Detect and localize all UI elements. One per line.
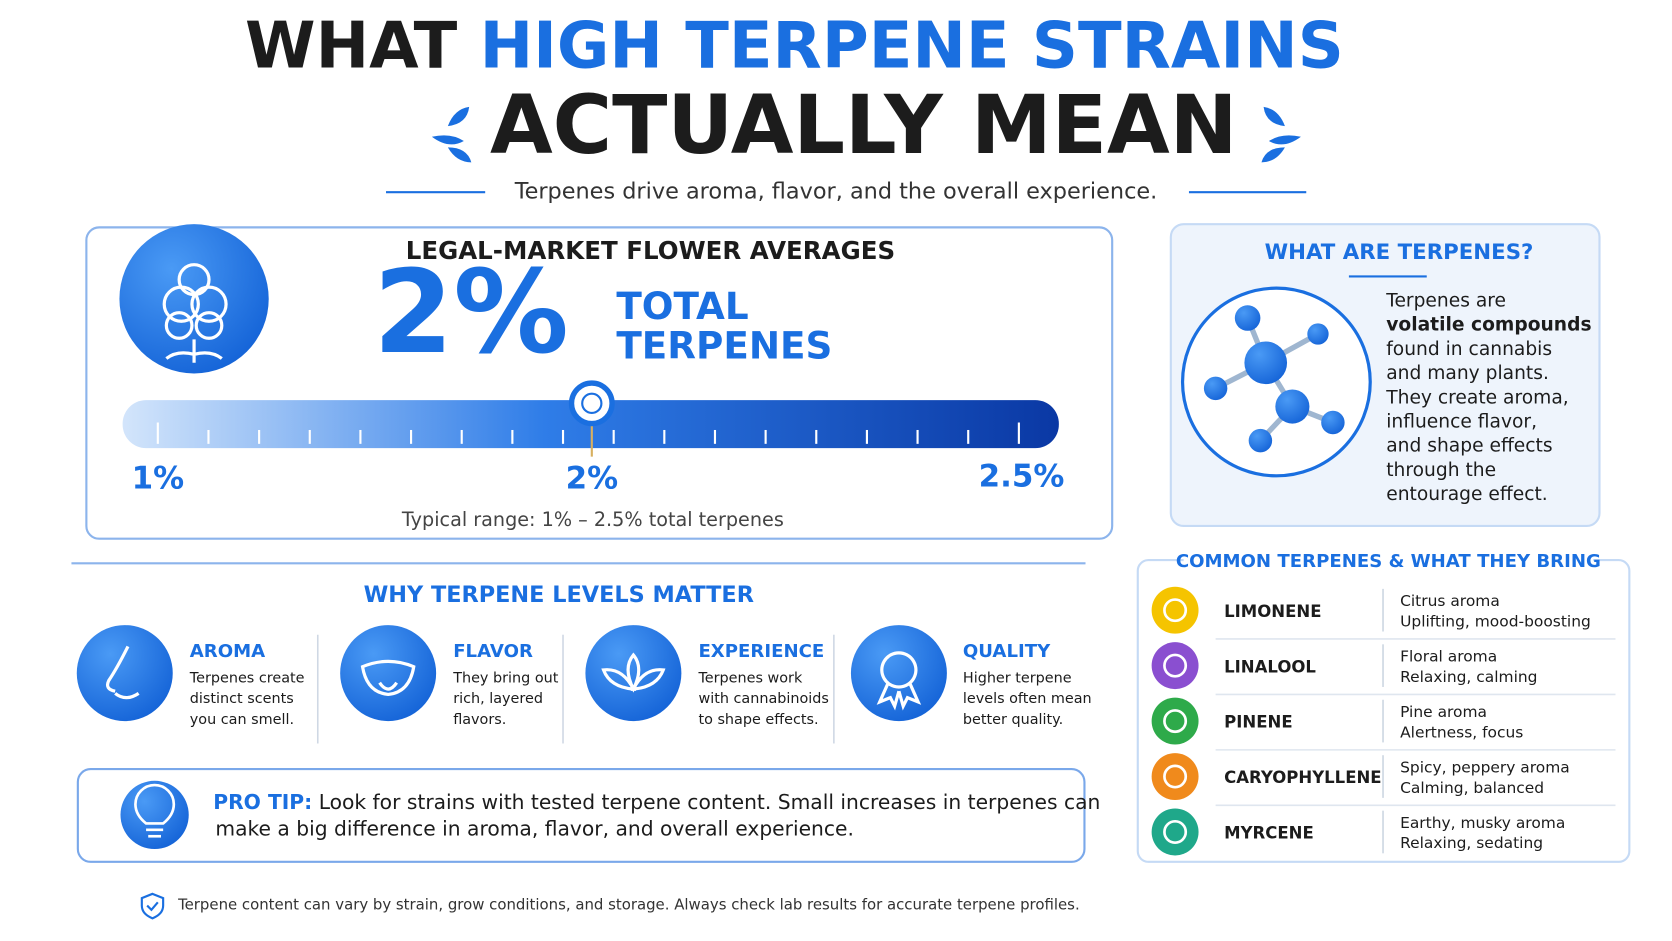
what-are-line: through the: [1386, 460, 1496, 481]
what-are-line: Terpenes are: [1385, 290, 1506, 311]
why-icon: [850, 625, 947, 722]
why-items: AROMA Terpenes create distinct scents you c…: [76, 625, 1092, 744]
why-text: with cannabinoids: [698, 691, 828, 707]
what-are-line: volatile compounds: [1386, 315, 1591, 336]
why-text: rich, layered: [453, 691, 543, 707]
why-title: QUALITY: [963, 641, 1051, 662]
terpene-name: LINALOOL: [1224, 657, 1316, 676]
leaf-decoration: [431, 106, 1301, 163]
what-are-text: Terpenes are volatile compounds found in c…: [1385, 290, 1591, 505]
terpene-icon: [1151, 808, 1199, 856]
why-text: to shape effects.: [698, 712, 818, 728]
pro-tip-text: Look for strains with tested terpene con…: [319, 790, 1101, 814]
what-are-line: and shape effects: [1386, 436, 1552, 457]
terpene-effect: Alertness, focus: [1400, 723, 1523, 741]
terpene-aroma: Floral aroma: [1400, 648, 1497, 666]
what-are-line: influence flavor,: [1386, 411, 1537, 432]
flower-icon-glyph: [162, 263, 228, 363]
terpene-effect: Calming, balanced: [1400, 779, 1544, 797]
average-value: 2%: [373, 246, 569, 380]
range-marker-inner: [581, 392, 603, 414]
pro-tip-line: PRO TIP: Look for strains with tested te…: [213, 790, 1100, 814]
terpene-effect: Relaxing, sedating: [1400, 834, 1543, 852]
average-label: TOTAL: [616, 284, 748, 328]
bulb-icon: [120, 780, 189, 850]
averages-heading: LEGAL-MARKET FLOWER AVERAGES: [406, 236, 895, 265]
heading-backdrop: [1183, 548, 1594, 574]
terpene-rows: LIMONENE Citrus aroma Uplifting, mood-boos…: [1151, 586, 1616, 856]
scale-label: 2.5%: [979, 458, 1065, 494]
terpene-name: PINENE: [1224, 713, 1292, 732]
terpene-aroma: Earthy, musky aroma: [1400, 814, 1565, 832]
why-text: They bring out: [452, 670, 559, 686]
title-part: WHAT: [245, 9, 458, 83]
what-are-line: and many plants.: [1386, 363, 1549, 384]
terpene-aroma: Citrus aroma: [1400, 592, 1500, 610]
why-text: Higher terpene: [963, 670, 1072, 686]
average-label: TERPENES: [616, 323, 832, 367]
terpene-icon: [1151, 697, 1199, 745]
why-text: you can smell.: [190, 712, 294, 728]
pro-tip-card: [76, 768, 1086, 863]
title-highlight: HIGH TERPENE STRAINS: [480, 9, 1344, 83]
terpene-effect: Relaxing, calming: [1400, 668, 1537, 686]
terpene-icon-glyph: [1163, 598, 1188, 623]
why-title: AROMA: [190, 641, 265, 662]
pro-tip-line: make a big difference in aroma, flavor, …: [215, 816, 854, 840]
molecule: [1203, 305, 1345, 453]
range-ticks: [156, 422, 1020, 444]
subtitle: Terpenes drive aroma, flavor, and the ov…: [514, 179, 1158, 205]
what-are-line: entourage effect.: [1386, 484, 1548, 505]
why-icon: [585, 625, 682, 722]
footer-note: Terpene content can vary by strain, grow…: [177, 896, 1080, 914]
why-icon-glyph: [601, 652, 666, 693]
why-text: Terpenes create: [189, 670, 305, 686]
pro-tip-label: PRO TIP:: [213, 790, 312, 814]
why-heading: WHY TERPENE LEVELS MATTER: [364, 582, 754, 608]
terpene-icon-glyph: [1163, 764, 1188, 789]
common-heading: COMMON TERPENES & WHAT THEY BRING: [1176, 551, 1601, 572]
why-title: EXPERIENCE: [698, 641, 824, 662]
why-text: Terpenes work: [697, 670, 803, 686]
why-icon-glyph: [360, 659, 416, 697]
scale-label: 1%: [132, 461, 184, 497]
why-icon-glyph: [105, 645, 140, 700]
why-title: FLAVOR: [453, 641, 533, 662]
why-text: levels often mean: [963, 691, 1092, 707]
shield-check: [146, 901, 159, 912]
range-note: Typical range: 1% – 2.5% total terpenes: [401, 508, 784, 531]
title-line-2: ACTUALLY MEAN: [490, 79, 1238, 173]
terpene-name: MYRCENE: [1224, 824, 1314, 843]
why-text: distinct scents: [190, 691, 294, 707]
why-text: flavors.: [453, 712, 506, 728]
terpene-icon: [1151, 642, 1199, 690]
terpene-name: LIMONENE: [1224, 602, 1321, 621]
bulb-glyph: [134, 783, 176, 838]
terpene-effect: Uplifting, mood-boosting: [1400, 612, 1591, 630]
terpene-icon-glyph: [1163, 653, 1188, 678]
shield-icon: [140, 892, 165, 920]
terpene-icon: [1151, 586, 1199, 634]
why-icon-glyph: [876, 651, 922, 711]
terpene-icon-glyph: [1163, 819, 1188, 844]
what-are-heading: WHAT ARE TERPENES?: [1265, 240, 1534, 265]
what-are-line: found in cannabis: [1386, 339, 1552, 360]
terpene-aroma: Pine aroma: [1400, 703, 1487, 721]
scale-label: 2%: [566, 461, 618, 497]
terpene-icon-glyph: [1163, 709, 1188, 734]
terpene-name: CARYOPHYLLENE: [1224, 768, 1381, 787]
title-line-1: WHAT HIGH TERPENE STRAINS: [245, 9, 1344, 83]
terpene-aroma: Spicy, peppery aroma: [1400, 759, 1570, 777]
what-are-line: They create aroma,: [1385, 387, 1568, 408]
why-icon: [76, 625, 173, 722]
terpene-icon: [1151, 753, 1199, 800]
why-icon: [340, 625, 437, 722]
why-text: better quality.: [963, 712, 1063, 728]
